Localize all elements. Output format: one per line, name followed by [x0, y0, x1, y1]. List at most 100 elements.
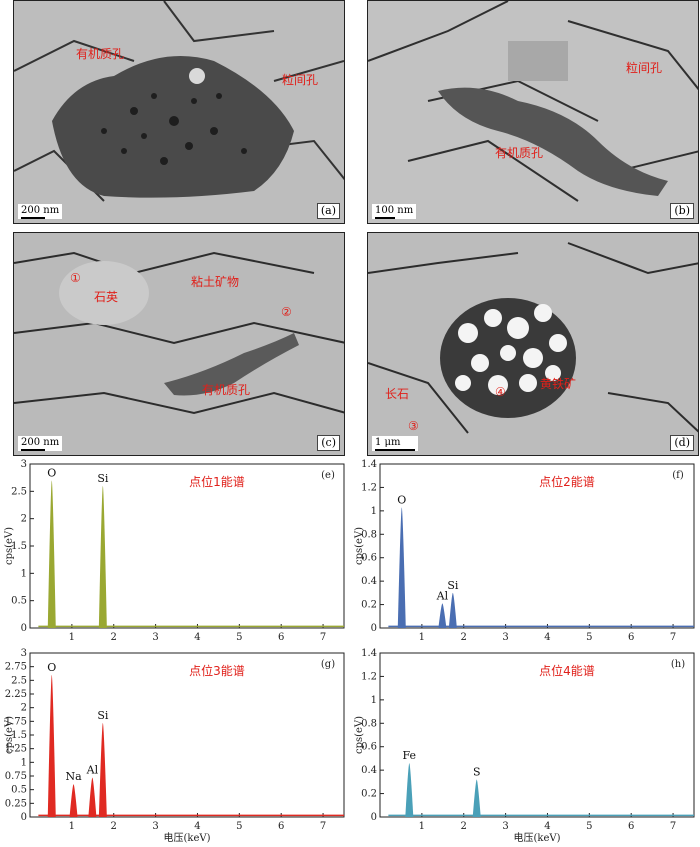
y-tick-label: 1.2 [361, 482, 377, 493]
y-tick-label: 0.8 [361, 718, 377, 729]
y-tick-label: 0.4 [361, 765, 377, 776]
y-tick-label: 2.75 [5, 662, 27, 673]
plot-frame [29, 463, 345, 629]
peak-label-Fe: Fe [403, 749, 417, 762]
panel-tag: (e) [321, 470, 335, 481]
plot-frame [379, 652, 695, 818]
peak-label-O: O [47, 661, 56, 674]
x-tick-label: 1 [419, 821, 425, 832]
y-tick-label: 2 [21, 703, 27, 714]
spectrum-title: 点位3能谱 [189, 663, 245, 678]
scale-bar: 200 nm [18, 204, 63, 219]
label-organic-pore: 有机质孔 [202, 383, 251, 397]
x-tick-label: 5 [236, 821, 242, 832]
y-tick-label: 1 [371, 506, 377, 517]
peak-O [47, 674, 56, 817]
label-intergranular-pore: 粒间孔 [282, 73, 319, 87]
peak-label-Si: Si [97, 709, 109, 722]
point-4-marker: ④ [495, 385, 506, 399]
x-tick-label: 3 [152, 821, 158, 832]
y-tick-label: 2.5 [11, 486, 27, 497]
panel-tag: (a) [316, 203, 340, 219]
x-tick-label: 3 [502, 632, 508, 643]
x-axis-label: 电压(keV) [513, 831, 560, 844]
spectrum-panel-e: 0 0.5 1 1.5 2 2.5 3 1 2 3 4 5 6 7 cps(eV) 点位1能谱 (e) O Si [0, 458, 350, 646]
peak-Al [88, 777, 97, 817]
y-tick-label: 1.2 [361, 671, 377, 682]
point-1-marker: ① [70, 271, 81, 285]
label-quartz: 石英 [94, 290, 119, 304]
x-tick-label: 6 [628, 821, 634, 832]
y-tick-label: 0 [371, 623, 377, 634]
x-tick-label: 1 [69, 821, 75, 832]
sem-panel-d: 黄铁矿 ④ 长石 ③ 1 μm (d) [367, 232, 699, 456]
y-tick-label: 0.2 [361, 789, 377, 800]
y-tick-label: 0.6 [361, 553, 377, 564]
panel-tag: (d) [670, 435, 694, 451]
x-tick-label: 7 [670, 821, 676, 832]
spectrum-title: 点位4能谱 [539, 663, 595, 678]
x-tick-label: 5 [236, 632, 242, 643]
peak-label-Al: Al [436, 589, 449, 602]
plot-frame [379, 463, 695, 629]
x-tick-label: 4 [194, 632, 200, 643]
label-organic-pore: 有机质孔 [495, 146, 544, 160]
y-tick-label: 1 [371, 695, 377, 706]
spectrum-panel-f: 0 0.2 0.4 0.6 0.8 1 1.2 1.4 1 2 3 4 5 6 7 cps(eV) 点位2能谱 (… [350, 458, 700, 646]
label-intergranular-pore: 粒间孔 [626, 61, 663, 75]
sem-image-c [14, 233, 344, 455]
x-tick-label: 3 [152, 632, 158, 643]
y-tick-label: 3 [21, 648, 27, 659]
label-feldspar: 长石 [385, 387, 410, 401]
spectrum-chart-f: 0 0.2 0.4 0.6 0.8 1 1.2 1.4 1 2 3 4 5 6 7 cps(eV) 点位2能谱 (… [354, 459, 695, 643]
x-tick-label: 7 [320, 632, 326, 643]
y-tick-label: 2.25 [5, 689, 27, 700]
x-tick-label: 7 [670, 632, 676, 643]
spectrum-chart-e: 0 0.5 1 1.5 2 2.5 3 1 2 3 4 5 6 7 cps(eV) 点位1能谱 (e) O Si [4, 459, 345, 643]
x-tick-label: 6 [628, 632, 634, 643]
y-tick-label: 0.5 [11, 785, 27, 796]
scale-bar: 100 nm [372, 204, 417, 219]
x-tick-label: 6 [278, 821, 284, 832]
x-tick-label: 5 [586, 632, 592, 643]
x-tick-label: 2 [111, 632, 117, 643]
sem-image-d [368, 233, 698, 455]
peak-label-Si: Si [447, 579, 459, 592]
x-tick-label: 2 [461, 632, 467, 643]
y-axis-label: cps(eV) [354, 527, 365, 565]
x-tick-label: 1 [69, 632, 75, 643]
x-tick-label: 5 [586, 821, 592, 832]
peak-O [47, 480, 56, 628]
point-3-marker: ③ [408, 419, 419, 433]
y-axis-label: cps(eV) [354, 716, 365, 754]
y-tick-label: 1 [21, 568, 27, 579]
y-tick-label: 0.6 [361, 742, 377, 753]
y-tick-label: 1 [21, 757, 27, 768]
peak-label-Si: Si [97, 472, 109, 485]
peak-Si [98, 722, 107, 817]
y-tick-label: 0.5 [11, 596, 27, 607]
x-tick-label: 2 [461, 821, 467, 832]
y-tick-label: 1.25 [5, 744, 27, 755]
x-tick-label: 6 [278, 632, 284, 643]
point-2-marker: ② [281, 305, 292, 319]
peak-Na [69, 784, 78, 817]
sem-panel-a: 有机质孔 粒间孔 200 nm (a) [13, 0, 345, 224]
peak-O [397, 507, 406, 628]
panel-tag: (c) [317, 435, 340, 451]
spectrum-panel-h: 0 0.2 0.4 0.6 0.8 1 1.2 1.4 1 2 3 4 5 6 7 cps(eV) 电压(keV… [350, 647, 700, 847]
y-tick-label: 1.4 [361, 648, 377, 659]
x-axis-label: 电压(keV) [163, 831, 210, 844]
peak-Al [438, 603, 447, 628]
x-tick-label: 1 [419, 632, 425, 643]
sem-image-b [368, 1, 698, 223]
panel-tag: (h) [671, 659, 685, 670]
y-axis-label: cps(eV) [4, 716, 15, 754]
y-tick-label: 0 [21, 812, 27, 823]
peak-S [472, 779, 481, 817]
x-tick-label: 4 [544, 632, 550, 643]
sem-image-a [14, 1, 344, 223]
peak-Si [448, 592, 457, 628]
peak-label-O: O [397, 493, 406, 506]
x-tick-label: 4 [544, 821, 550, 832]
